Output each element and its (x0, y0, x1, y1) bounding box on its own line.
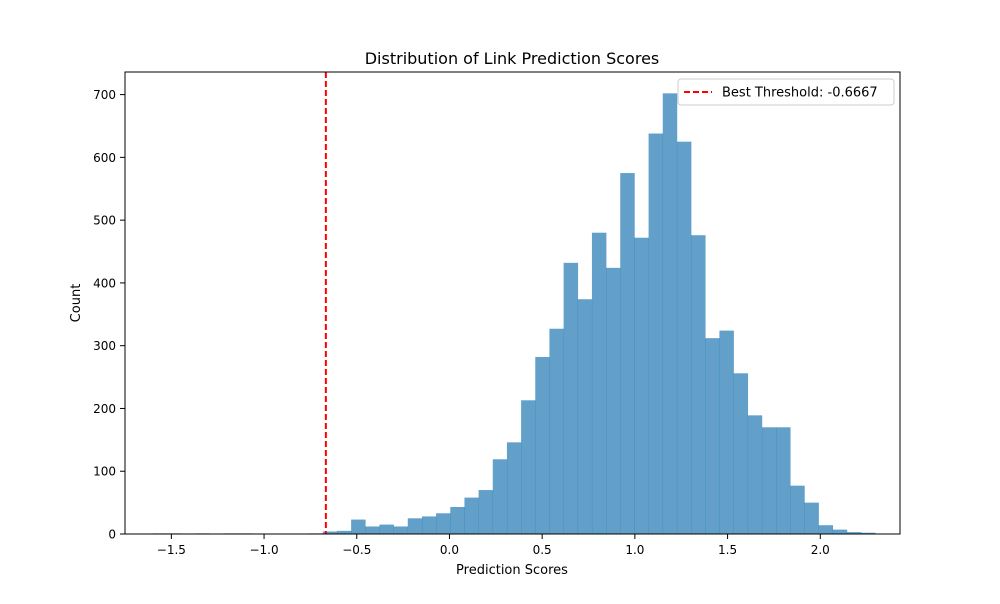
histogram-bar (648, 133, 664, 534)
axes-layer: −1.5 −1.0 −0.5 0.0 0.5 1.0 1.5 2.0 0 100 200 300 400… (93, 71, 901, 557)
x-tick-label: −1.5 (157, 543, 186, 557)
histogram-bar (421, 516, 437, 534)
histogram-bar (719, 330, 734, 534)
y-tick-label: 700 (93, 88, 116, 102)
y-tick-label: 0 (108, 528, 116, 542)
histogram-bar (464, 497, 479, 534)
histogram-bar (492, 459, 508, 534)
y-tick-label: 500 (93, 214, 116, 228)
histogram-bar (776, 427, 791, 534)
bars-layer (152, 93, 876, 534)
plot-frame (124, 71, 901, 535)
x-tick-label: 0.5 (533, 543, 552, 557)
histogram-bar (591, 232, 607, 534)
histogram-bar (563, 262, 579, 534)
y-tick-label: 200 (93, 402, 116, 416)
histogram-bar (436, 513, 451, 534)
x-axis-label: Prediction Scores (456, 563, 568, 578)
histogram-bar (747, 415, 763, 534)
y-axis-label: Count (69, 284, 84, 323)
histogram-bar (634, 237, 649, 534)
legend-threshold-label: Best Threshold: -0.6667 (722, 86, 878, 101)
histogram-bar (577, 299, 593, 534)
histogram-bar (351, 519, 366, 534)
y-tick-label: 400 (93, 276, 116, 290)
x-tick-label: −1.0 (249, 543, 278, 557)
histogram-bar (535, 356, 550, 534)
histogram-bar (478, 490, 494, 534)
legend-box (677, 78, 895, 106)
histogram-bar (365, 526, 380, 534)
chart-title: Distribution of Link Prediction Scores (365, 49, 660, 68)
histogram-bar (691, 235, 706, 534)
histogram-bar (818, 525, 834, 534)
histogram-bar (790, 485, 805, 534)
histogram-bar (832, 529, 848, 534)
histogram-bar (620, 173, 635, 534)
histogram-bar (705, 338, 720, 534)
histogram-bar (662, 93, 678, 534)
x-tick-label: 2.0 (811, 543, 830, 557)
histogram-bar (861, 532, 876, 534)
histogram-bar (606, 267, 621, 534)
y-tick-label: 300 (93, 339, 116, 353)
histogram-bar (521, 400, 536, 534)
histogram-bar (506, 442, 522, 534)
histogram-bar (733, 373, 749, 534)
histogram-bar (549, 328, 564, 534)
histogram-bar (336, 530, 352, 534)
y-tick-label: 600 (93, 151, 116, 165)
histogram-bar (322, 531, 338, 534)
histogram-bar (450, 507, 465, 534)
histogram-bar (393, 526, 409, 534)
x-tick-label: 0.0 (440, 543, 459, 557)
x-tick-label: 1.0 (625, 543, 644, 557)
histogram-bar (407, 518, 423, 534)
legend: Best Threshold: -0.6667 (677, 78, 895, 106)
x-tick-label: −0.5 (342, 543, 371, 557)
histogram-bar (379, 524, 394, 534)
y-tick-label: 100 (93, 465, 116, 479)
histogram-bar (676, 141, 692, 534)
histogram-bar (804, 502, 819, 534)
histogram-bar (846, 532, 862, 534)
x-tick-label: 1.5 (718, 543, 737, 557)
histogram-bar (761, 427, 777, 534)
